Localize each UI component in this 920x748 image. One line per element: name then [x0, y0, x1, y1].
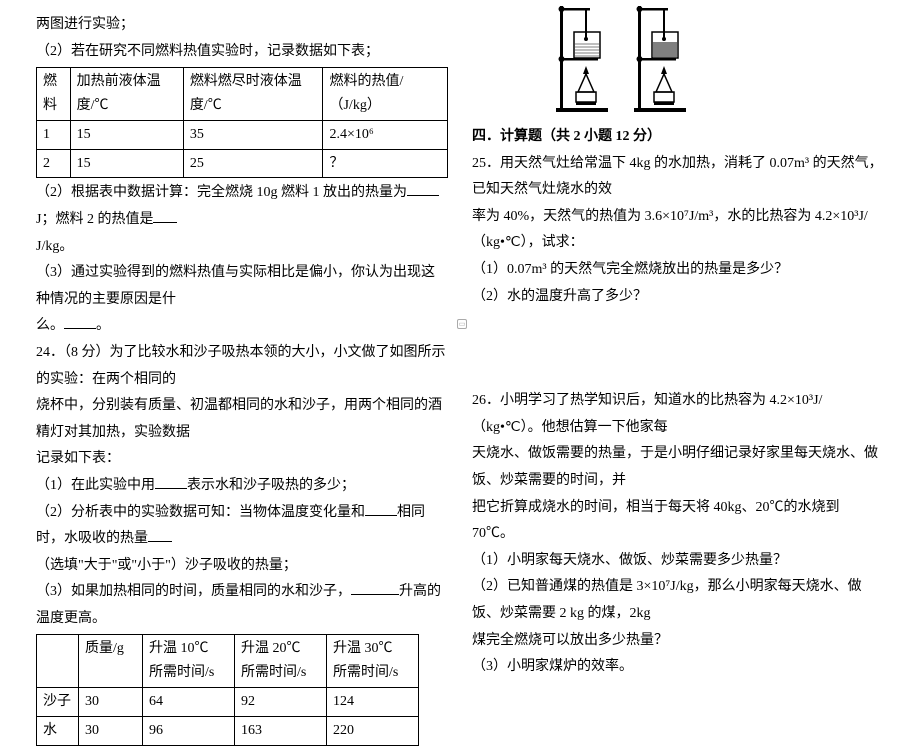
text-line: 天烧水、做饭需要的热量，于是小明仔细记录好家里每天烧水、做饭、炒菜需要的时间，并 [472, 441, 884, 494]
table-cell: ？ [323, 149, 448, 178]
table-cell: 15 [70, 149, 183, 178]
apparatus-figure [552, 4, 884, 114]
table-cell: 2 [37, 149, 71, 178]
text-line: （3）如果加热相同的时间，质量相同的水和沙子，升高的温度更高。 [36, 579, 448, 632]
left-column: 两图进行实验； （2）若在研究不同燃料热值实验时，记录数据如下表； 燃料加热前液… [24, 0, 460, 748]
table-header-cell [37, 635, 79, 688]
water-sand-table: 质量/g升温 10℃所需时间/s升温 20℃所需时间/s升温 30℃所需时间/s… [36, 634, 419, 745]
text-line: （1）在此实验中用表示水和沙子吸热的多少； [36, 473, 448, 500]
text-line: （2）根据表中数据计算：完全燃烧 10g 燃料 1 放出的热量为J；燃料 2 的… [36, 180, 448, 233]
text-line: （2）若在研究不同燃料热值实验时，记录数据如下表； [36, 39, 448, 66]
table-header-cell: 质量/g [79, 635, 143, 688]
text-line: （3）通过实验得到的燃料热值与实际相比是偏小，你认为出现这种情况的主要原因是什 [36, 260, 448, 313]
blank-fill [351, 582, 399, 595]
table-header-cell: 升温 30℃所需时间/s [327, 635, 419, 688]
table-header-cell: 燃料燃尽时液体温度/℃ [183, 68, 323, 121]
table-cell: 124 [327, 688, 419, 717]
table-cell: 2.4×10⁶ [323, 120, 448, 149]
text-line: （1）小明家每天烧水、做饭、炒菜需要多少热量？ [472, 548, 884, 575]
table-cell: 25 [183, 149, 323, 178]
table-row: 21525？ [37, 149, 448, 178]
text-line: 记录如下表： [36, 446, 448, 473]
table-cell: 30 [79, 716, 143, 745]
table-cell: 1 [37, 120, 71, 149]
table-cell: 96 [143, 716, 235, 745]
text-line: （2）水的温度升高了多少？ [472, 284, 884, 311]
table-cell: 沙子 [37, 688, 79, 717]
question-number: 24．（8 分） [36, 345, 110, 360]
table-header-cell: 加热前液体温度/℃ [70, 68, 183, 121]
table-header-cell: 升温 10℃所需时间/s [143, 635, 235, 688]
text-line: 25．用天然气灶给常温下 4kg 的水加热，消耗了 0.07m³ 的天然气，已知… [472, 151, 884, 204]
table-row: 水3096163220 [37, 716, 419, 745]
text-line: （选填"大于"或"小于"）沙子吸收的热量； [36, 553, 448, 580]
table-cell: 30 [79, 688, 143, 717]
blank-fill [153, 210, 177, 223]
beaker-stand-1-icon [552, 4, 612, 114]
table-cell: 35 [183, 120, 323, 149]
table-row: 沙子306492124 [37, 688, 419, 717]
text-line: 煤完全燃烧可以放出多少热量？ [472, 628, 884, 655]
text-line: （1）0.07m³ 的天然气完全燃烧放出的热量是多少？ [472, 257, 884, 284]
blank-fill [155, 476, 187, 489]
table-cell: 163 [235, 716, 327, 745]
text-line: 两图进行实验； [36, 12, 448, 39]
page-marker-icon: ▭ [457, 319, 467, 329]
text-line: J/kg。 [36, 234, 448, 261]
text-line: 24．（8 分）为了比较水和沙子吸热本领的大小，小文做了如图所示的实验：在两个相… [36, 340, 448, 393]
table-cell: 220 [327, 716, 419, 745]
blank-fill [148, 529, 172, 542]
text-line: （2）已知普通煤的热值是 3×10⁷J/kg，那么小明家每天烧水、做饭、炒菜需要… [472, 574, 884, 627]
blank-fill [365, 502, 397, 515]
fuel-data-table: 燃料加热前液体温度/℃燃料燃尽时液体温度/℃燃料的热值/（J/kg）115352… [36, 67, 448, 178]
text-line: 把它折算成烧水的时间，相当于每天将 40kg、20℃的水烧到 70℃。 [472, 495, 884, 548]
table-row: 115352.4×10⁶ [37, 120, 448, 149]
text-line: （3）小明家煤炉的效率。 [472, 654, 884, 681]
table-header-cell: 升温 20℃所需时间/s [235, 635, 327, 688]
text-line: 么。。 [36, 313, 448, 340]
beaker-stand-2-icon [630, 4, 690, 114]
text-line: 烧杯中，分别装有质量、初温都相同的水和沙子，用两个相同的酒精灯对其加热，实验数据 [36, 393, 448, 446]
text-line: 率为 40%，天然气的热值为 3.6×10⁷J/m³，水的比热容为 4.2×10… [472, 204, 884, 257]
text-line: 26．小明学习了热学知识后，知道水的比热容为 4.2×10³J/（kg•℃）。他… [472, 388, 884, 441]
section-heading: 四．计算题（共 2 小题 12 分） [472, 124, 884, 151]
table-cell: 15 [70, 120, 183, 149]
table-header-cell: 燃料的热值/（J/kg） [323, 68, 448, 121]
table-cell: 水 [37, 716, 79, 745]
right-column: 四．计算题（共 2 小题 12 分） 25．用天然气灶给常温下 4kg 的水加热… [460, 0, 896, 748]
text-line: （2）分析表中的实验数据可知：当物体温度变化量和相同时，水吸收的热量 [36, 500, 448, 553]
blank-fill [407, 183, 439, 196]
table-cell: 64 [143, 688, 235, 717]
table-header-cell: 燃料 [37, 68, 71, 121]
blank-fill [64, 316, 96, 329]
table-cell: 92 [235, 688, 327, 717]
